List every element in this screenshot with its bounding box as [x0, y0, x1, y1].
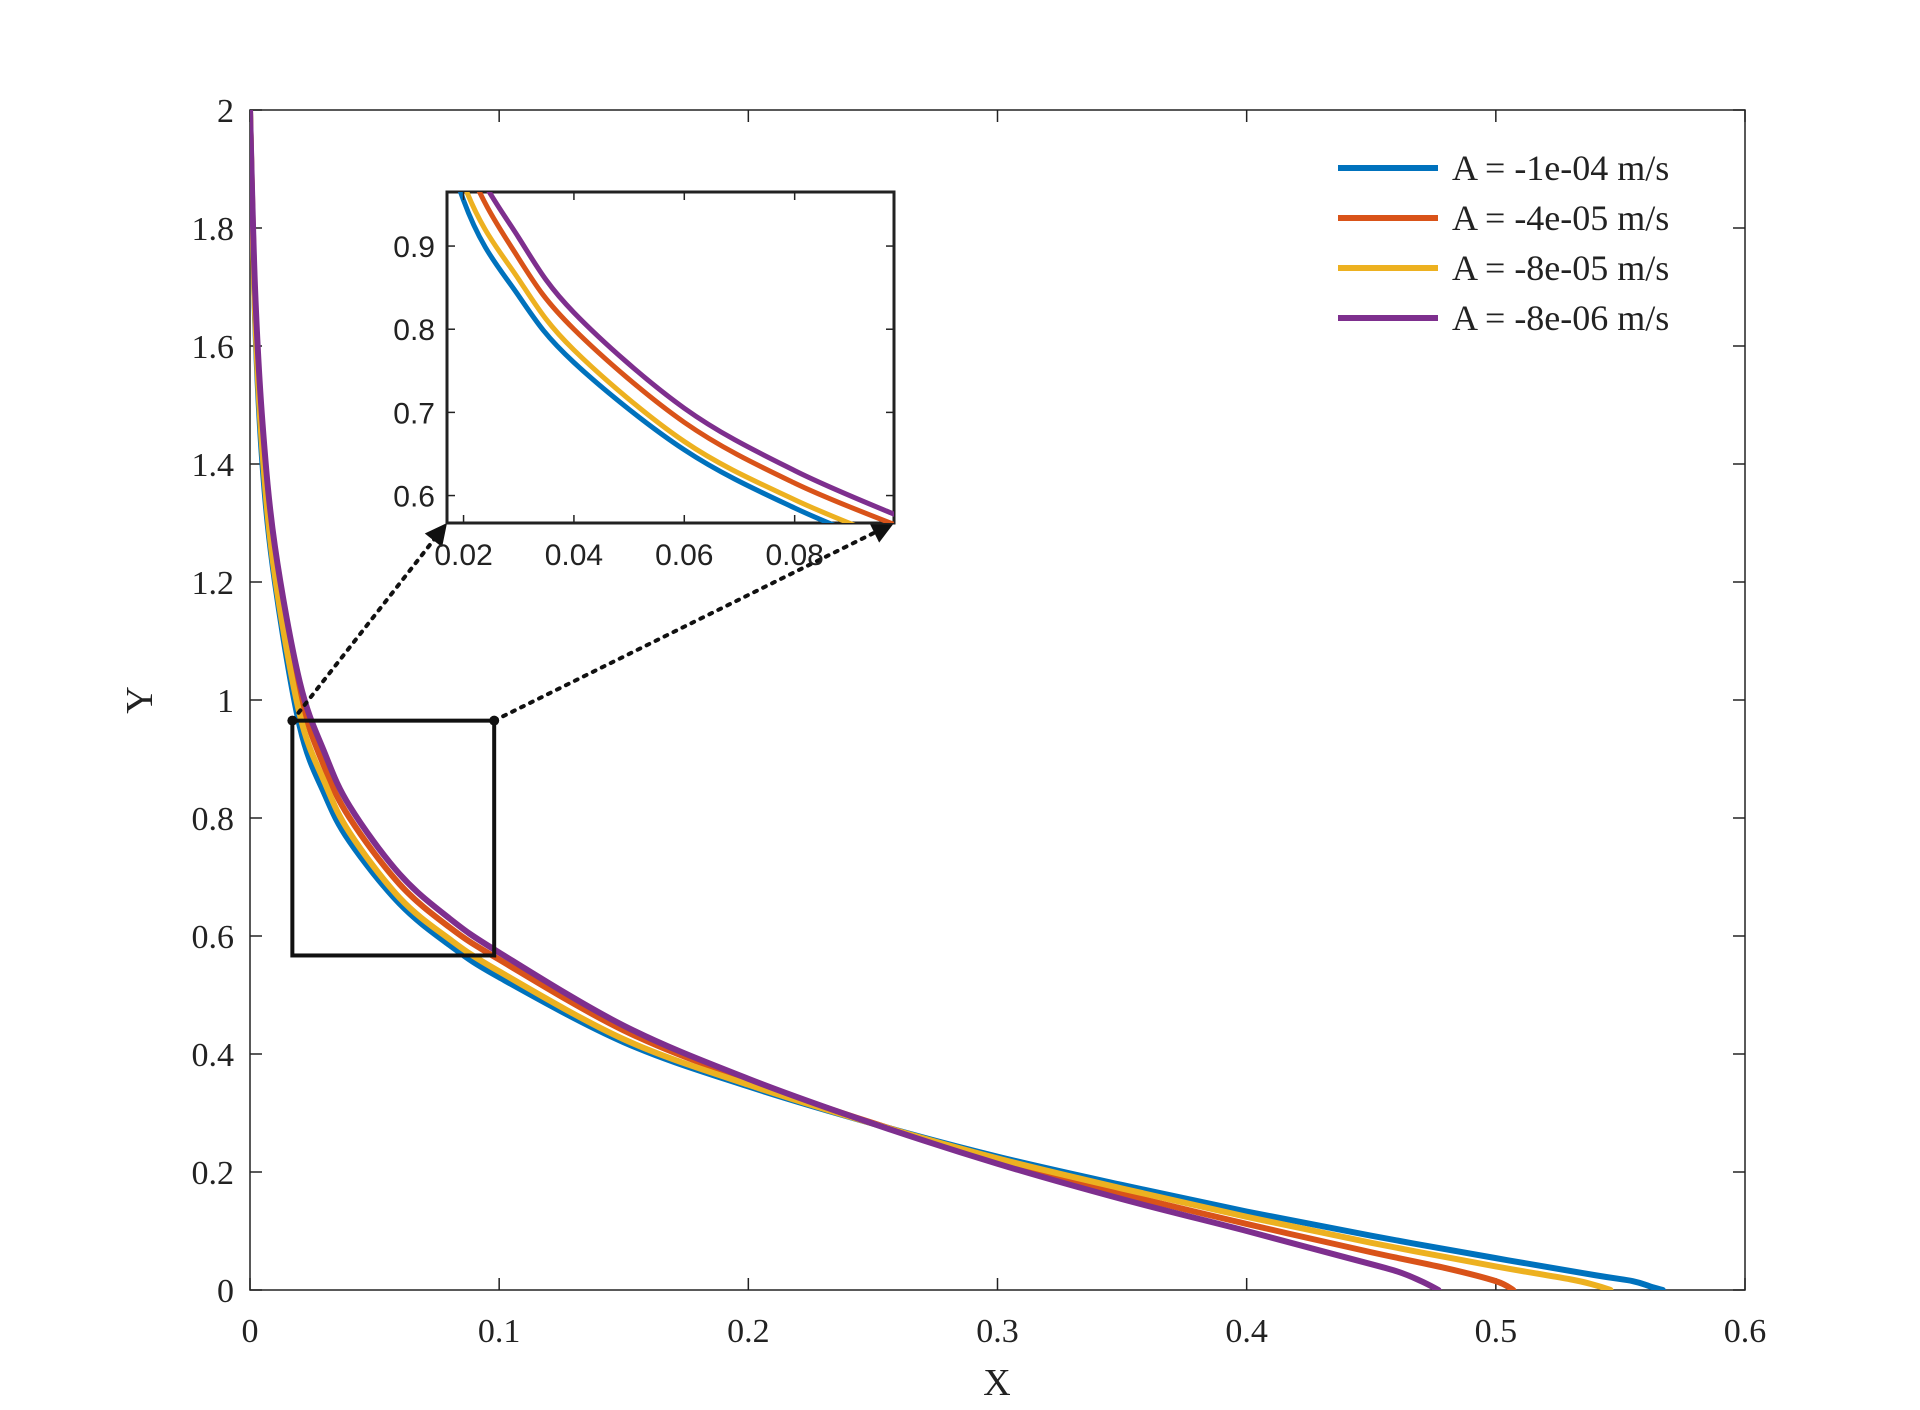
inset-x-tick-label: 0.06	[655, 539, 713, 572]
x-tick-label: 0.4	[1225, 1313, 1268, 1350]
inset-chart: 0.02 0.04 0.06 0.08 0.6 0.7 0.8 0.9	[393, 190, 896, 572]
inset-series-group	[457, 192, 894, 523]
y-tick-label: 1.4	[192, 447, 235, 484]
connector-arrowhead-2	[869, 522, 894, 543]
y-tick-label: 0	[217, 1273, 234, 1310]
y-tick-label: 0.4	[192, 1037, 235, 1074]
inset-y-tick-label: 0.7	[393, 397, 435, 430]
inset-x-tick-label: 0.02	[434, 539, 492, 572]
series-line-3	[250, 110, 1614, 1290]
connector-arrowhead-1	[424, 523, 447, 548]
y-tick-label: 0.8	[192, 801, 235, 838]
main-axis-ticks: 0 0.1 0.2 0.3 0.4 0.5 0.6 0 0.2 0.4 0.6 0.8 1 1.2 1.4 1…	[192, 93, 1767, 1350]
connector-dot-2	[489, 715, 500, 726]
chart-legend: A = -1e-04 m/s A = -4e-05 m/s A = -8e-05 m…	[1338, 148, 1669, 338]
connector-line-1	[290, 536, 437, 723]
legend-label-4: A = -8e-06 m/s	[1452, 298, 1669, 338]
y-tick-label: 0.2	[192, 1155, 235, 1192]
y-tick-label: 1	[217, 683, 234, 720]
legend-label-1: A = -1e-04 m/s	[1452, 148, 1669, 188]
x-tick-label: 0.1	[478, 1313, 521, 1350]
x-axis-label: X	[983, 1362, 1010, 1404]
y-axis-label: Y	[119, 686, 161, 713]
legend-label-2: A = -4e-05 m/s	[1452, 198, 1669, 238]
inset-x-tick-label: 0.08	[765, 539, 823, 572]
inset-x-tick-label: 0.04	[545, 539, 603, 572]
y-tick-label: 1.2	[192, 565, 235, 602]
main-series-group	[250, 110, 1666, 1290]
zoom-region-box	[290, 718, 497, 958]
x-tick-label: 0	[242, 1313, 259, 1350]
inset-y-tick-label: 0.8	[393, 314, 435, 347]
x-tick-label: 0.5	[1475, 1313, 1518, 1350]
inset-series-line-2	[476, 192, 894, 523]
y-tick-label: 2	[217, 93, 234, 130]
x-tick-label: 0.6	[1724, 1313, 1767, 1350]
connector-line-2	[492, 529, 879, 723]
inset-frame	[445, 190, 896, 525]
inset-series-line-4	[486, 192, 894, 517]
zoom-connector-arrows	[287, 522, 894, 726]
x-tick-label: 0.2	[727, 1313, 770, 1350]
x-tick-label: 0.3	[976, 1313, 1019, 1350]
y-tick-label: 1.8	[192, 211, 235, 248]
series-line-4	[250, 110, 1442, 1290]
inset-y-tick-label: 0.6	[393, 481, 435, 514]
inset-series-line-1	[457, 192, 836, 523]
y-tick-label: 0.6	[192, 919, 235, 956]
legend-label-3: A = -8e-05 m/s	[1452, 248, 1669, 288]
inset-y-tick-label: 0.9	[393, 231, 435, 264]
connector-dot-1	[287, 715, 298, 726]
inset-series-line-3	[464, 192, 856, 523]
inset-axis-ticks: 0.02 0.04 0.06 0.08 0.6 0.7 0.8 0.9	[393, 192, 894, 572]
y-tick-label: 1.6	[192, 329, 235, 366]
